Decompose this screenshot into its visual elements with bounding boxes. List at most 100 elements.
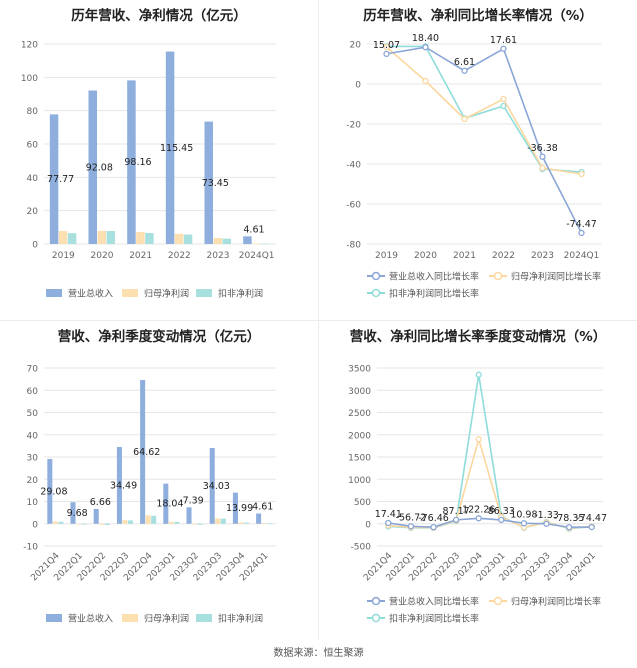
bar (81, 523, 87, 525)
point (539, 153, 546, 160)
x-tick-label: 2021 (129, 251, 152, 261)
data-label: 7.39 (183, 495, 204, 506)
bar (127, 80, 136, 245)
x-tick-label: 2019 (52, 251, 75, 261)
data-label: 86.33 (488, 506, 515, 517)
panel-title: 历年营收、净利情况（亿元） (71, 8, 247, 24)
quarterly-revenue-profit-panel: 营收、净利季度变动情况（亿元） -10 0 10 20 30 40 50 60 70 2021Q4… (0, 321, 318, 641)
y-tick-label: 500 (354, 498, 371, 508)
annual-revenue-profit-chart: 0 20 40 60 80 100 120 2019 2020 2021 2022 2023 2024Q… (21, 41, 276, 300)
point (500, 102, 507, 110)
y-tick-label: 60 (27, 387, 39, 397)
x-tick-label: 2024Q1 (239, 251, 275, 261)
point (430, 524, 437, 531)
bar (49, 114, 59, 244)
y-tick-label: 60 (27, 141, 39, 151)
point (578, 229, 585, 237)
data-label: 77.77 (47, 174, 74, 185)
legend-swatch (122, 289, 138, 297)
legend-swatch (196, 289, 212, 297)
legend-marker (371, 596, 381, 606)
data-label: -36.38 (527, 143, 558, 154)
legend-marker (493, 271, 503, 281)
data-label: 4.61 (252, 501, 273, 512)
legend-label: 归母净利润 (144, 288, 189, 300)
bar (220, 518, 226, 524)
bar (70, 502, 76, 524)
bar (165, 51, 175, 245)
legend-label: 营业总收入 (68, 288, 113, 300)
data-label: 34.49 (110, 480, 137, 491)
bar (104, 523, 110, 526)
x-tick-label: 2023 (207, 251, 230, 261)
point (588, 523, 595, 531)
point (543, 520, 550, 527)
y-tick-label: -40 (346, 161, 361, 171)
bar (243, 236, 252, 244)
quarterly-growth-chart: -50005001000150020002500300035002021Q420… (348, 365, 607, 625)
y-tick-label: 20 (27, 207, 39, 217)
y-tick-label: -10 (23, 543, 38, 553)
data-label: -1.33 (534, 510, 559, 521)
x-tick-label: 2022 (492, 251, 515, 261)
data-label: 98.16 (124, 157, 151, 168)
data-label: -56.72 (396, 512, 427, 523)
legend-label: 扣非净利润 (218, 613, 263, 625)
data-label: 115.45 (160, 143, 193, 154)
legend-marker (371, 613, 381, 623)
y-tick-label: 3000 (348, 387, 371, 397)
y-tick-label: 40 (27, 431, 39, 441)
data-label: 29.08 (40, 486, 67, 497)
y-tick-label: 100 (21, 74, 38, 84)
point (500, 45, 507, 52)
y-tick-label: 0 (32, 241, 38, 251)
bar (243, 522, 249, 524)
source-footer: 数据来源：恒生聚源 (273, 648, 364, 659)
y-tick-label: -20 (346, 121, 361, 131)
legend-label: 扣非净利润同比增长率 (389, 613, 479, 625)
legend-marker (371, 271, 381, 281)
data-label: 34.03 (203, 481, 230, 492)
data-label: -74.47 (576, 513, 607, 524)
point (565, 524, 573, 531)
bar (183, 234, 193, 244)
legend-marker (371, 288, 381, 298)
point (385, 519, 392, 527)
x-tick-label: 2019 (375, 251, 398, 261)
bar (52, 521, 58, 524)
data-label: 64.62 (133, 447, 160, 458)
bar (215, 518, 221, 524)
bar (136, 232, 145, 244)
y-tick-label: -500 (351, 543, 372, 553)
bar (204, 121, 213, 244)
point (407, 523, 415, 530)
bar (122, 520, 128, 524)
point (383, 43, 390, 51)
y-tick-label: 20 (350, 41, 362, 51)
y-tick-label: 120 (21, 41, 38, 51)
data-label: 13.99 (226, 503, 253, 514)
bar (213, 238, 222, 244)
data-label: 4.61 (243, 224, 264, 235)
bar (267, 523, 273, 524)
x-tick-label: 2024Q1 (564, 251, 600, 261)
y-tick-label: 50 (27, 409, 39, 419)
legend-label: 归母净利润同比增长率 (511, 271, 601, 283)
bar (127, 520, 133, 524)
panel-title: 历年营收、净利同比增长率情况（%） (363, 8, 593, 24)
data-label: 17.41 (375, 509, 402, 520)
point (500, 95, 507, 103)
bar (238, 522, 244, 524)
x-tick-label: 2020 (91, 251, 114, 261)
bar (99, 523, 105, 525)
bar (232, 492, 238, 524)
bar (58, 521, 64, 524)
legend-swatch (196, 614, 212, 622)
point (461, 115, 468, 123)
annual-revenue-profit-panel: 历年营收、净利情况（亿元） 0 20 40 60 80 100 120 2019 2020 202… (0, 0, 318, 320)
point (475, 515, 482, 522)
bar (192, 523, 198, 525)
data-label: 73.45 (202, 178, 229, 189)
bar (93, 508, 99, 524)
data-label: 18.40 (412, 33, 439, 44)
